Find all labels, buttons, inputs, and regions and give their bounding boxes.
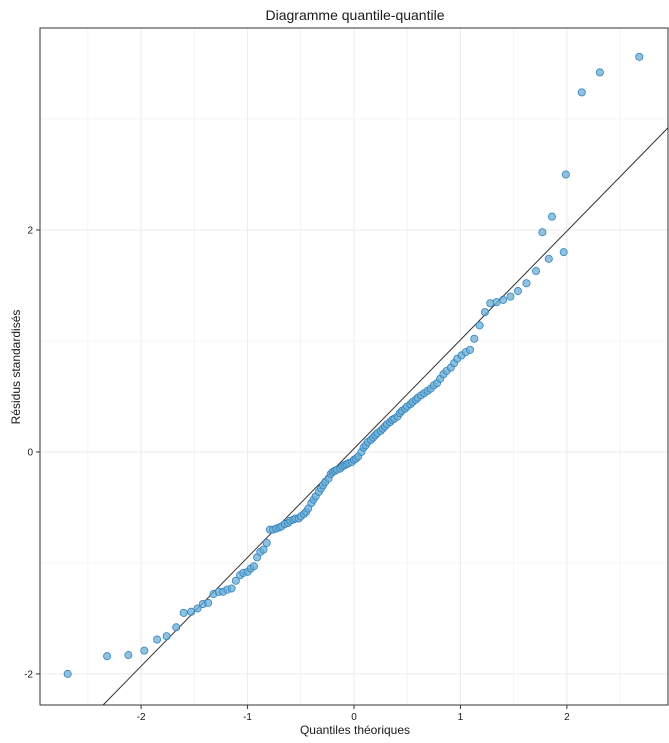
- data-point: [249, 562, 258, 571]
- major-gridlines: [40, 28, 668, 705]
- reference-line-layer: [102, 127, 669, 706]
- data-point: [470, 334, 479, 343]
- data-point: [63, 669, 72, 678]
- data-point: [162, 632, 171, 641]
- data-point: [532, 267, 541, 276]
- data-points: [63, 52, 644, 678]
- data-point: [231, 576, 240, 585]
- data-point: [193, 604, 202, 613]
- data-point: [538, 228, 547, 237]
- chart-title: Diagramme quantile-quantile: [266, 7, 445, 23]
- data-point: [559, 248, 568, 257]
- data-point: [544, 254, 553, 263]
- x-tick-label: 1: [458, 712, 464, 723]
- data-point: [595, 68, 604, 77]
- data-point: [262, 538, 271, 547]
- x-tick-label: -2: [137, 712, 146, 723]
- x-tick-label: 0: [351, 712, 357, 723]
- data-point: [486, 299, 495, 308]
- y-tick-label: -2: [24, 669, 33, 680]
- data-point: [187, 607, 196, 616]
- data-point: [204, 598, 213, 607]
- data-point: [172, 623, 181, 632]
- data-point: [499, 295, 508, 304]
- x-tick-label: 2: [564, 712, 570, 723]
- y-tick-label: 0: [27, 447, 33, 458]
- data-point: [577, 88, 586, 97]
- data-point: [522, 279, 531, 288]
- data-point: [140, 646, 149, 655]
- data-point: [547, 212, 556, 221]
- data-point: [124, 651, 133, 660]
- x-axis-ticks: -2 -1 0 1 2: [137, 705, 570, 723]
- data-point: [480, 308, 489, 317]
- data-point: [227, 584, 236, 593]
- data-point: [466, 345, 475, 354]
- y-tick-label: 2: [27, 225, 33, 236]
- data-point: [513, 287, 522, 296]
- data-point: [506, 292, 515, 301]
- y-axis-label: Résidus standardisés: [9, 310, 23, 425]
- reference-line: [102, 127, 669, 706]
- data-point: [259, 545, 268, 554]
- data-point: [635, 52, 644, 61]
- x-tick-label: -1: [243, 712, 252, 723]
- y-axis-ticks: -2 0 2: [24, 225, 40, 680]
- data-point: [475, 321, 484, 330]
- data-point: [561, 170, 570, 179]
- data-point: [103, 652, 112, 661]
- data-point: [153, 635, 162, 644]
- data-point: [179, 608, 188, 617]
- x-axis-label: Quantiles théoriques: [300, 723, 410, 737]
